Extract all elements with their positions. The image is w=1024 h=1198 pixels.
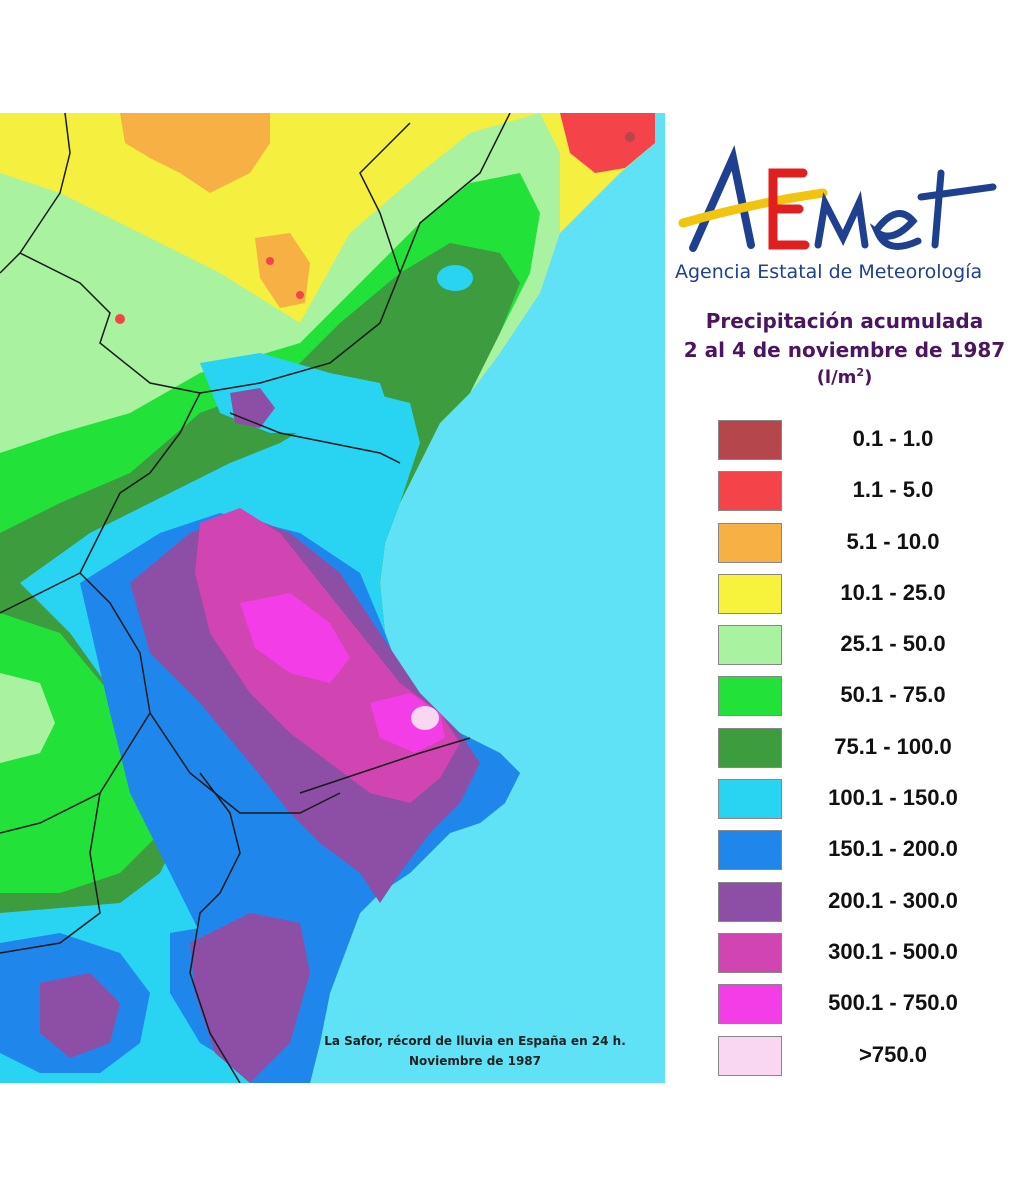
- precipitation-legend: 0.1 - 1.0 1.1 - 5.0 5.1 - 10.0 10.1 - 25.0 2…: [718, 418, 1018, 1085]
- legend-swatch: [718, 881, 782, 922]
- spot: [266, 257, 274, 265]
- map-caption: La Safor, récord de lluvia en España en …: [300, 1031, 650, 1071]
- legend-label: 50.1 - 75.0: [840, 682, 946, 708]
- aemet-logo: [678, 145, 997, 252]
- zone-5-10: [120, 113, 270, 193]
- zone-over-750: [411, 706, 439, 730]
- legend-item: 500.1 - 750.0: [718, 982, 1018, 1033]
- legend-swatch: [718, 727, 782, 768]
- legend-label: 500.1 - 750.0: [828, 990, 958, 1016]
- zone-500-750: [240, 593, 350, 683]
- precipitation-map: La Safor, récord de lluvia en España en …: [0, 113, 665, 1083]
- legend-label: 0.1 - 1.0: [852, 426, 934, 451]
- legend-panel: Agencia Estatal de Meteorología Precipit…: [665, 113, 1024, 1083]
- legend-item: 10.1 - 25.0: [718, 572, 1018, 623]
- map-unit: (l/m2): [665, 366, 1024, 388]
- legend-item: 0.1 - 1.0: [718, 418, 1018, 469]
- legend-item: 150.1 - 200.0: [718, 828, 1018, 879]
- legend-label: 200.1 - 300.0: [828, 887, 958, 913]
- legend-swatch: [718, 471, 782, 512]
- unit-text: (l/m: [816, 367, 857, 388]
- legend-label: 150.1 - 200.0: [828, 836, 958, 862]
- spot: [625, 132, 635, 142]
- unit-superscript: 2: [856, 366, 865, 379]
- legend-item: 100.1 - 150.0: [718, 777, 1018, 828]
- legend-label: 75.1 - 100.0: [834, 733, 952, 759]
- zone-25-50: [0, 673, 55, 763]
- legend-label: >750.0: [859, 1041, 927, 1067]
- legend-swatch: [718, 779, 782, 820]
- unit-close: ): [864, 367, 873, 388]
- legend-item: 75.1 - 100.0: [718, 726, 1018, 777]
- spot: [437, 265, 473, 291]
- legend-swatch: [718, 573, 782, 614]
- map-subtitle: 2 al 4 de noviembre de 1987: [683, 338, 1006, 362]
- zone-1-5: [560, 113, 655, 173]
- legend-swatch: [718, 420, 782, 460]
- legend-swatch: [718, 625, 782, 666]
- spot: [296, 291, 304, 299]
- legend-label: 25.1 - 50.0: [840, 631, 946, 657]
- legend-swatch: [718, 830, 782, 871]
- legend-item: 200.1 - 300.0: [718, 880, 1018, 931]
- province-borders: [0, 113, 511, 1083]
- caption-line-2: Noviembre de 1987: [409, 1054, 541, 1068]
- legend-label: 5.1 - 10.0: [846, 528, 940, 554]
- legend-item: 50.1 - 75.0: [718, 674, 1018, 725]
- legend-item: 300.1 - 500.0: [718, 931, 1018, 982]
- legend-item: 25.1 - 50.0: [718, 623, 1018, 674]
- caption-line-1: La Safor, récord de lluvia en España en …: [324, 1034, 626, 1048]
- agency-name: Agencia Estatal de Meteorología: [675, 261, 983, 283]
- zone-200-300: [40, 973, 120, 1058]
- spot: [115, 314, 125, 324]
- legend-label: 10.1 - 25.0: [840, 579, 946, 605]
- zone-200-300: [190, 913, 310, 1083]
- map-svg: [0, 113, 665, 1083]
- legend-label: 1.1 - 5.0: [852, 477, 934, 503]
- map-title: Precipitación acumulada: [705, 309, 984, 333]
- legend-label: 100.1 - 150.0: [828, 785, 958, 811]
- legend-swatch: [718, 522, 782, 563]
- legend-swatch: [718, 1035, 782, 1076]
- legend-item: >750.0: [718, 1034, 1018, 1085]
- zone-5-10: [255, 233, 310, 308]
- legend-swatch: [718, 676, 782, 717]
- legend-swatch: [718, 932, 782, 973]
- legend-label: 300.1 - 500.0: [828, 938, 958, 964]
- legend-item: 5.1 - 10.0: [718, 521, 1018, 572]
- legend-swatch: [718, 984, 782, 1025]
- legend-item: 1.1 - 5.0: [718, 469, 1018, 520]
